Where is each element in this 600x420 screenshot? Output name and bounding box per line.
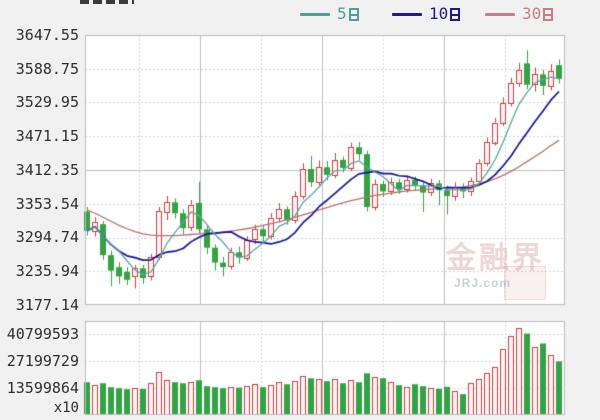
candlestick-volume-chart bbox=[0, 0, 600, 420]
stock-chart-page: 5 10 30 3647.55 3588.75 3529.95 3471.15 … bbox=[0, 0, 600, 420]
